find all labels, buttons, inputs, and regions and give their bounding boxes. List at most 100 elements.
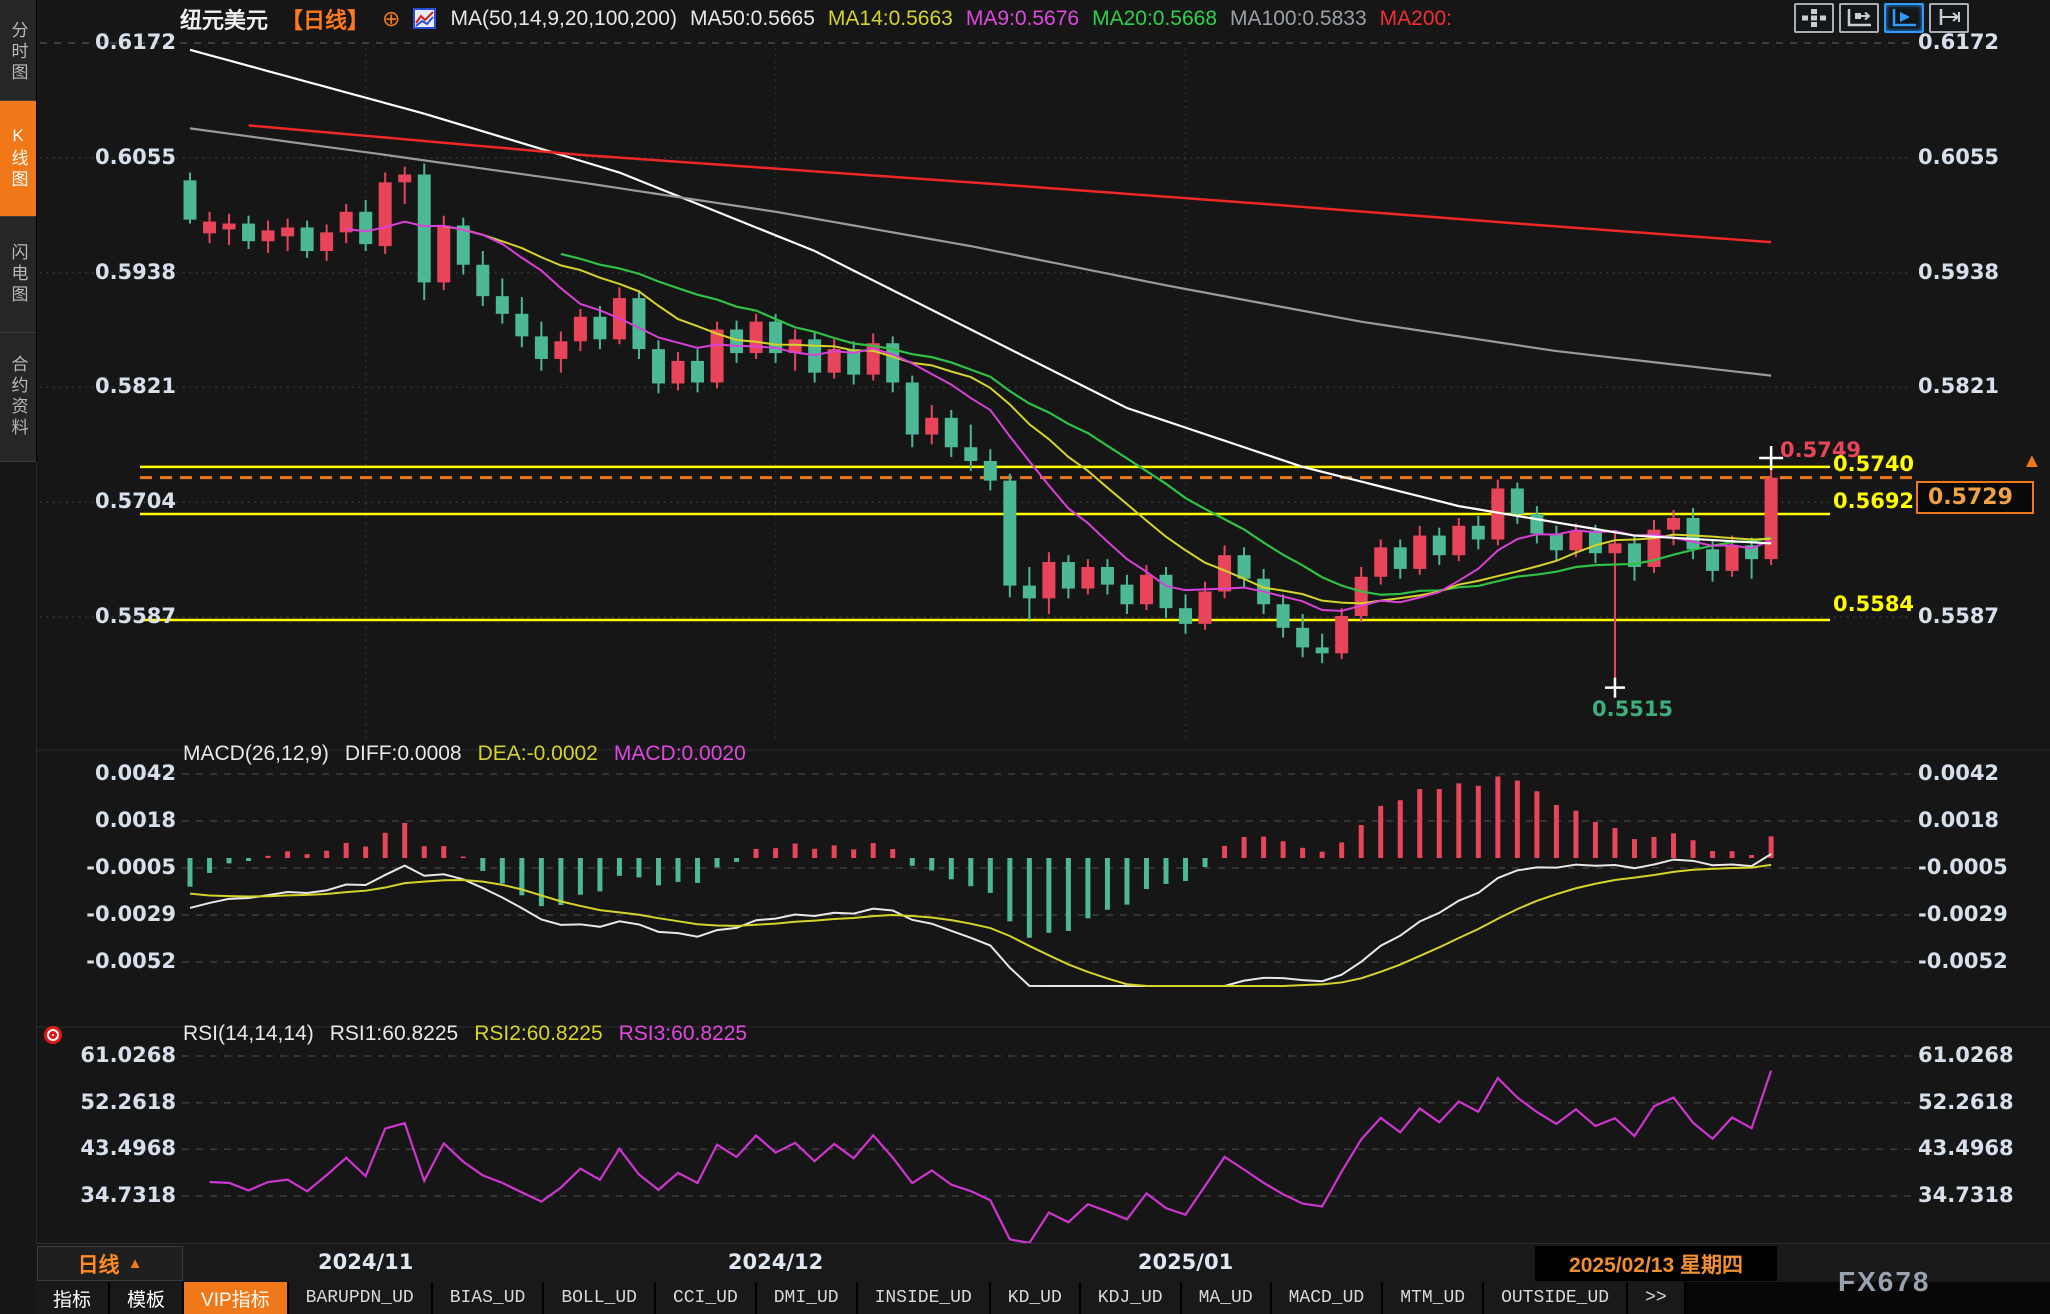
toolbar-item-ma-ud[interactable]: MA_UD	[1181, 1282, 1272, 1314]
rsi-line	[209, 1070, 1773, 1245]
toolbar-item-macd-ud[interactable]: MACD_UD	[1271, 1282, 1384, 1314]
candle-body	[1549, 533, 1563, 551]
ma100-line	[189, 127, 1772, 377]
macd-bar	[616, 858, 622, 876]
candle-body	[339, 211, 353, 233]
candle-body	[1198, 591, 1212, 624]
sidebar-item-4[interactable]: 合约资料	[0, 333, 36, 462]
timeframe-selector[interactable]: 日线 ▲	[37, 1246, 183, 1281]
toolbar-item-dmi-ud[interactable]: DMI_UD	[756, 1282, 858, 1314]
toolbar-item--[interactable]: >>	[1628, 1282, 1686, 1314]
macd-bar	[480, 858, 486, 871]
macd-bar	[1026, 858, 1032, 938]
candle-body	[964, 447, 978, 461]
macd-dea-value: DEA:-0.0002	[477, 742, 598, 765]
macd-axis-label: 0.0018	[1918, 808, 2000, 832]
period-label[interactable]: 【日线】	[281, 8, 370, 33]
macd-bar	[1651, 836, 1657, 858]
macd-diff-line	[189, 853, 1772, 987]
candle-body	[1667, 517, 1681, 530]
candle-body	[1296, 627, 1310, 648]
macd-bar	[851, 849, 857, 858]
macd-title[interactable]: MACD(26,12,9)	[183, 742, 329, 765]
shift-chart-icon[interactable]	[1929, 3, 1969, 33]
toolbar-item-kdj-ud[interactable]: KDJ_UD	[1080, 1282, 1182, 1314]
ma9-line	[346, 220, 1772, 612]
macd-bar	[753, 848, 759, 858]
macd-bar	[558, 858, 564, 906]
record-dot-icon[interactable]	[44, 1026, 62, 1044]
rsi2-value: RSI2:60.8225	[474, 1022, 603, 1045]
y-axis-label: 0.5821	[94, 374, 176, 399]
toolbar-item-mtm-ud[interactable]: MTM_UD	[1383, 1282, 1485, 1314]
macd-bar	[968, 858, 974, 887]
toolbar-item-outside-ud[interactable]: OUTSIDE_UD	[1484, 1282, 1629, 1314]
macd-bar	[734, 858, 740, 862]
candle-body	[593, 316, 607, 340]
axis-scale-icon[interactable]	[1839, 3, 1879, 33]
rsi-title[interactable]: RSI(14,14,14)	[183, 1022, 314, 1045]
candle-body	[1706, 549, 1720, 571]
macd-bar	[1378, 805, 1384, 858]
candle-body	[1374, 547, 1388, 577]
toolbar-item--[interactable]: 模板	[110, 1282, 185, 1314]
ma-settings-label[interactable]: MA(50,14,9,20,100,200)	[450, 7, 677, 30]
sidebar-item-2[interactable]: K线图	[0, 101, 36, 217]
macd-bar	[1183, 858, 1189, 881]
candle-body	[1686, 517, 1700, 550]
current-price-box: 0.5729	[1916, 481, 2034, 514]
macd-bar	[1163, 858, 1169, 884]
toolbar-item-barupdn-ud[interactable]: BARUPDN_UD	[288, 1282, 433, 1314]
candle-body	[1315, 647, 1329, 654]
candle-body	[495, 296, 509, 314]
candle-body	[320, 232, 334, 252]
rsi-axis-label: 43.4968	[1918, 1136, 2014, 1161]
toolbar-item-vip-[interactable]: VIP指标	[184, 1282, 289, 1314]
candle-body	[905, 382, 919, 435]
macd-bar	[226, 858, 232, 864]
candle-body	[1608, 543, 1622, 554]
candle-body	[651, 349, 665, 384]
toolbar-item-bias-ud[interactable]: BIAS_UD	[432, 1282, 545, 1314]
macd-value: MACD:0.0020	[613, 742, 746, 765]
line-chart-icon[interactable]	[413, 8, 437, 30]
candle-body	[1569, 530, 1583, 551]
toolbar-item-inside-ud[interactable]: INSIDE_UD	[857, 1282, 991, 1314]
macd-axis-label: -0.0029	[1918, 902, 2008, 926]
candle-body	[827, 349, 841, 373]
candle-body	[261, 230, 275, 242]
sidebar-item-1[interactable]: 分时图	[0, 4, 36, 101]
macd-axis-label: 0.0042	[1918, 761, 2000, 785]
candle-body	[1393, 547, 1407, 569]
macd-bar	[655, 858, 661, 886]
rsi-axis-label: 43.4968	[80, 1136, 176, 1161]
chart-header: 纽元美元 【日线】 ⊕ MA(50,14,9,20,100,200) MA50:…	[180, 2, 1452, 36]
candle-body	[1081, 566, 1095, 589]
macd-bar	[577, 858, 583, 895]
x-axis-month-label: 2024/11	[318, 1250, 414, 1274]
toolbar-item-boll-ud[interactable]: BOLL_UD	[544, 1282, 656, 1314]
auto-scroll-icon[interactable]	[1884, 3, 1924, 33]
macd-axis-label: -0.0005	[1918, 855, 2008, 879]
macd-bar	[1143, 858, 1149, 890]
macd-bar	[1241, 836, 1247, 858]
ma50-line	[189, 48, 1772, 545]
sidebar-item-3[interactable]: 闪电图	[0, 217, 36, 333]
candle-body	[1452, 525, 1466, 556]
toolbar-item-cci-ud[interactable]: CCI_UD	[655, 1282, 757, 1314]
macd-bar	[1261, 836, 1267, 858]
macd-bar	[519, 858, 525, 896]
toolbar-item-kd-ud[interactable]: KD_UD	[990, 1282, 1081, 1314]
sidebar: 分时图 K线图 闪电图 合约资料	[0, 0, 37, 1314]
grid-layout-icon[interactable]	[1794, 3, 1834, 33]
macd-bar	[1222, 845, 1228, 858]
candle-body	[1588, 530, 1602, 554]
candle-body	[359, 211, 373, 245]
toolbar-item--[interactable]: 指标	[36, 1282, 111, 1314]
y-axis-label: 0.6172	[94, 30, 176, 54]
add-indicator-icon[interactable]: ⊕	[382, 6, 401, 31]
macd-bar	[909, 858, 915, 866]
candle-body	[1510, 488, 1524, 514]
